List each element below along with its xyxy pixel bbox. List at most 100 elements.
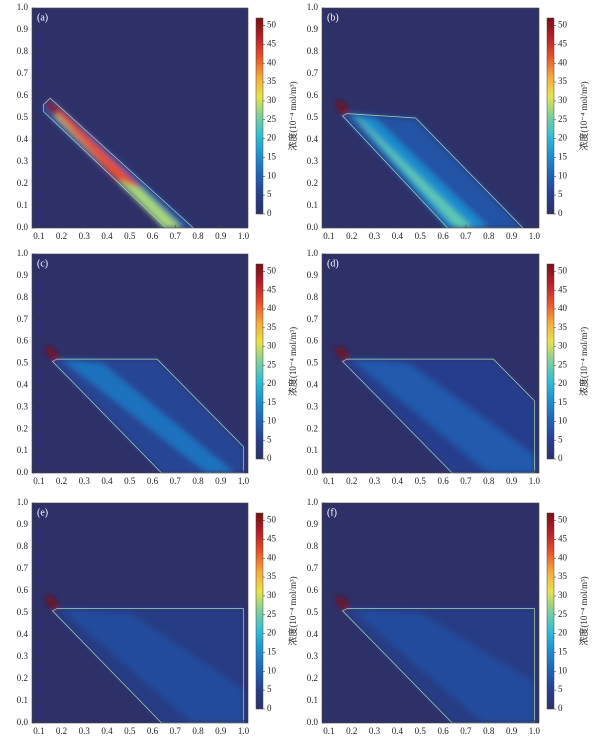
y-tick-label: 0.4 [17,379,29,389]
y-tick-label: 0.1 [307,445,318,455]
colorbar-tick-label: 45 [558,533,568,543]
contour-line [43,97,194,228]
colorbar-label: 浓度(10⁻⁴ mol/m³) [287,81,298,150]
x-tick-label: 0.4 [392,231,404,241]
colorbar-tick-label: 35 [558,571,568,581]
panel: (c) 0.1 0.2 0.3 0.4 0.5 0.6 0.7 0.8 0.9 1.0 0.0 0.1 0… [17,248,298,486]
colorbar-label: 浓度(10⁻⁴ mol/m³) [578,576,589,645]
y-tick-label: 0.2 [17,178,28,188]
x-tick-label: 0.3 [369,231,381,241]
x-tick-label: 0.6 [147,476,159,486]
x-tick-label: 0.2 [346,476,357,486]
y-tick-label: 0.7 [307,563,319,573]
colorbar [546,263,555,460]
colorbar-tick-label: 40 [267,303,277,313]
y-tick-label: 0.8 [17,46,29,56]
y-tick-label: 0.7 [307,68,319,78]
x-tick-label: 0.1 [33,726,44,736]
y-tick-label: 0.3 [307,401,319,411]
colorbar-tick-label: 30 [267,95,277,105]
y-tick-label: 1.0 [17,2,29,12]
panel: (e) 0.1 0.2 0.3 0.4 0.5 0.6 0.7 0.8 0.9 1.0 0.0 0.1 0… [17,497,298,736]
colorbar-tick-label: 25 [558,114,568,124]
x-tick-label: 0.6 [437,476,449,486]
field [335,595,535,723]
colorbar-tick-label: 5 [267,434,272,444]
colorbar-tick-label: 10 [267,665,277,675]
y-tick-label: 0.8 [307,46,319,56]
colorbar-tick-label: 20 [558,628,568,638]
concentration-region [335,345,350,362]
y-tick-label: 0.9 [17,519,29,529]
colorbar-tick-label: 30 [558,341,568,351]
y-tick-label: 0.7 [17,68,29,78]
contour-line [341,358,535,473]
x-tick-label: 0.6 [437,726,449,736]
y-tick-label: 0.0 [307,467,319,477]
x-tick-label: 0.5 [124,476,136,486]
concentration-region [61,608,244,723]
y-tick-label: 0.2 [307,178,318,188]
colorbar-tick-label: 35 [267,571,277,581]
field [43,97,194,228]
x-tick-label: 0.1 [323,231,334,241]
colorbar [255,17,264,215]
field-blur [335,100,524,228]
colorbar-tick-label: 30 [267,590,277,600]
panel-label: (d) [327,258,339,269]
colorbar [546,17,555,215]
colorbar-tick-label: 40 [558,303,568,313]
y-tick-label: 0.5 [17,607,29,617]
panel-label: (c) [37,258,48,269]
concentration-region [45,100,60,116]
x-tick-label: 0.7 [460,476,472,486]
y-tick-label: 0.5 [17,358,29,368]
contour-line [341,608,535,723]
x-tick-label: 0.7 [170,476,182,486]
x-tick-label: 1.0 [529,726,541,736]
x-tick-label: 0.2 [346,726,357,736]
concentration-region [47,104,142,189]
x-tick-label: 0.1 [33,231,44,241]
x-tick-label: 0.3 [79,231,91,241]
x-tick-label: 1.0 [529,231,541,241]
colorbar-tick-label: 45 [267,533,277,543]
y-tick-label: 0.0 [17,222,29,232]
colorbar-tick-label: 30 [558,590,568,600]
y-tick-label: 0.5 [17,112,29,122]
colorbar-label: 浓度(10⁻⁴ mol/m³) [287,327,298,396]
y-tick-label: 0.5 [307,607,319,617]
x-tick-label: 1.0 [238,726,250,736]
colorbar-tick-label: 5 [558,189,563,199]
y-tick-label: 0.0 [17,717,29,727]
y-tick-label: 0.1 [17,445,28,455]
x-tick-label: 0.2 [56,476,67,486]
y-tick-label: 0.1 [17,695,28,705]
y-tick-label: 0.9 [17,270,29,280]
x-tick-label: 0.3 [79,476,91,486]
x-tick-label: 1.0 [238,476,250,486]
x-tick-label: 0.8 [192,231,204,241]
colorbar-tick-label: 20 [558,378,568,388]
x-tick-label: 0.9 [215,726,227,736]
colorbar-tick-label: 10 [267,416,277,426]
colorbar-tick-label: 20 [558,133,568,143]
colorbar-tick-label: 35 [558,76,568,86]
colorbar-tick-label: 35 [558,322,568,332]
y-tick-label: 0.8 [17,292,29,302]
concentration-region [351,113,473,228]
x-tick-label: 0.4 [101,231,113,241]
colorbar-tick-label: 0 [558,208,563,218]
x-tick-label: 0.8 [192,726,204,736]
colorbar-tick-label: 40 [558,552,568,562]
colorbar-tick-label: 10 [558,665,568,675]
colorbar-tick-label: 5 [558,434,563,444]
x-tick-label: 1.0 [529,476,541,486]
x-tick-label: 0.5 [124,231,136,241]
colorbar-tick-label: 50 [267,266,277,276]
field-blur [45,595,244,723]
contour-line [51,608,244,723]
field-blur [335,345,535,473]
colorbar-tick-label: 50 [558,20,568,30]
